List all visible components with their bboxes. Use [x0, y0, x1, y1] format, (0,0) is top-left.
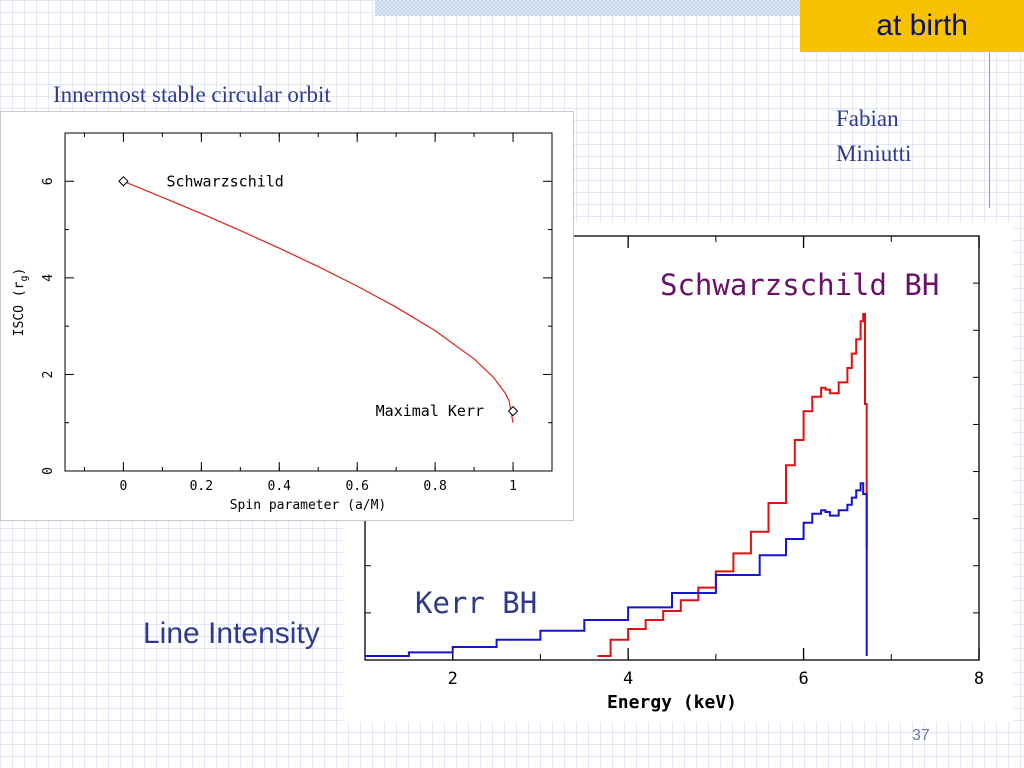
- kerr-profile-line: [365, 482, 868, 657]
- isco-ylabel: ISCO (rg): [12, 268, 30, 337]
- isco-ytick-labels: 0 2 4 6: [41, 177, 56, 475]
- isco-xtick-label: 0: [120, 479, 128, 494]
- isco-marker: [507, 405, 519, 417]
- isco-ticks: [65, 132, 553, 472]
- isco-marker-label: Schwarzschild: [166, 172, 283, 190]
- header-decor-strip: [375, 0, 805, 16]
- header-badge-text: at birth: [876, 9, 968, 42]
- isco-ytick-label: 6: [41, 177, 56, 185]
- isco-ytick-label: 2: [41, 371, 56, 379]
- credit-author-2: Miniutti: [836, 141, 912, 166]
- isco-ylabel-subscript: g: [19, 276, 30, 282]
- schwarzschild-series-label: Schwarzschild BH: [660, 268, 939, 302]
- isco-frame: [64, 132, 553, 472]
- isco-markers: Schwarzschild Maximal Kerr: [118, 172, 519, 420]
- isco-xtick-label: 0.8: [423, 479, 446, 494]
- isco-ylabel-main: ISCO (r: [12, 281, 27, 336]
- isco-ytick-label: 0: [41, 467, 56, 475]
- isco-xtick-label: 1: [509, 479, 517, 494]
- spec-xtick-label: 6: [798, 669, 808, 689]
- isco-ytick-label: 4: [41, 274, 56, 282]
- isco-xtick-labels: 0 0.2 0.4 0.6 0.8 1: [120, 479, 517, 494]
- credit-author-1: Fabian: [836, 106, 899, 131]
- isco-xtick-label: 0.4: [268, 479, 292, 494]
- header-divider: [989, 52, 990, 208]
- isco-marker-label: Maximal Kerr: [376, 402, 484, 420]
- isco-curve: [123, 180, 514, 423]
- header-badge: at birth: [800, 0, 1024, 52]
- isco-xlabel: Spin parameter (a/M): [230, 498, 387, 513]
- isco-marker: [118, 176, 129, 187]
- line-profile-xlabel: Energy (keV): [607, 692, 737, 713]
- isco-xtick-label: 0.2: [190, 479, 213, 494]
- page-number: 37: [912, 727, 930, 744]
- slide-subtitle: Innermost stable circular orbit: [53, 82, 331, 107]
- spec-xtick-label: 8: [974, 669, 984, 689]
- spec-xtick-label: 2: [448, 669, 458, 689]
- kerr-series-label: Kerr BH: [415, 586, 537, 620]
- isco-xtick-label: 0.6: [345, 479, 368, 494]
- isco-chart: 0 0.2 0.4 0.6 0.8 1 0 2 4 6 Schwarzschild Maximal…: [0, 111, 574, 521]
- spec-xtick-label: 4: [623, 669, 633, 689]
- isco-svg: 0 0.2 0.4 0.6 0.8 1 0 2 4 6 Schwarzschild Maximal…: [12, 132, 553, 513]
- schwarzschild-profile-line: [597, 313, 868, 657]
- y-axis-caption: Line Intensity: [143, 617, 320, 650]
- isco-ylabel-close: ): [12, 268, 27, 276]
- line-profile-xtick-labels: 2 4 6 8: [448, 669, 985, 689]
